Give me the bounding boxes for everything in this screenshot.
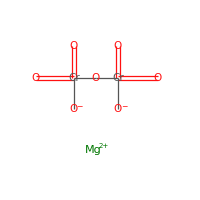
Text: −: −: [77, 102, 83, 111]
Text: Mg: Mg: [85, 145, 102, 155]
Text: O: O: [114, 104, 122, 114]
Text: O: O: [70, 104, 78, 114]
Text: Cr: Cr: [68, 73, 80, 83]
Text: O: O: [92, 73, 100, 83]
Text: O: O: [70, 41, 78, 51]
Text: −: −: [121, 102, 127, 111]
Text: O: O: [153, 73, 162, 83]
Text: Cr: Cr: [112, 73, 124, 83]
Text: 2+: 2+: [99, 143, 109, 149]
Text: O: O: [114, 41, 122, 51]
Text: O: O: [32, 73, 40, 83]
